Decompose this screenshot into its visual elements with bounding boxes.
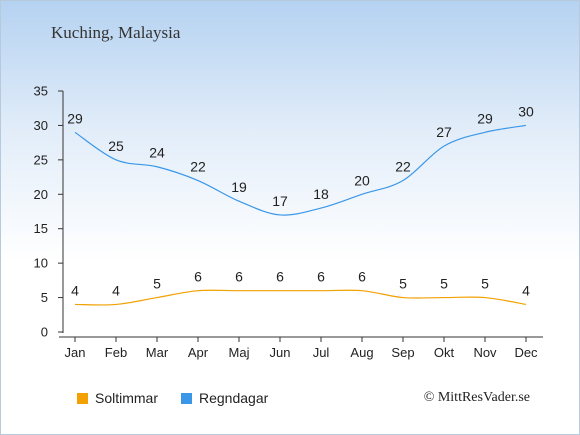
series-line-regndagar [74, 124, 527, 216]
x-tick-label: Aug [350, 345, 373, 360]
x-tick-label: Jun [270, 345, 291, 360]
legend-swatch-soltimmar [77, 392, 88, 404]
data-label-regndagar: 25 [108, 138, 124, 154]
series-line-soltimmar [74, 289, 527, 306]
x-tick-label: Sep [391, 345, 414, 360]
data-label-regndagar: 22 [395, 159, 411, 175]
legend-item-regndagar: Regndagar [181, 390, 268, 406]
data-label-regndagar: 29 [477, 110, 493, 126]
data-label-regndagar: 27 [436, 124, 452, 140]
data-label-soltimmar: 4 [522, 282, 530, 298]
data-label-soltimmar: 6 [276, 269, 284, 285]
y-tick-label: 15 [34, 221, 48, 236]
data-label-soltimmar: 6 [358, 269, 366, 285]
x-tick-label: Okt [434, 345, 455, 360]
data-label-soltimmar: 5 [481, 276, 489, 292]
legend-label-soltimmar: Soltimmar [95, 390, 159, 406]
y-tick-label: 0 [41, 325, 48, 340]
credit-text: © MittResVader.se [423, 390, 530, 405]
data-label-regndagar: 30 [518, 103, 534, 119]
data-label-regndagar: 18 [313, 186, 329, 202]
y-tick-label: 25 [34, 152, 48, 167]
data-label-regndagar: 19 [231, 179, 247, 195]
y-tick-label: 20 [34, 187, 48, 202]
legend-item-soltimmar: Soltimmar [77, 390, 158, 406]
data-label-regndagar: 17 [272, 193, 288, 209]
data-label-soltimmar: 6 [194, 269, 202, 285]
x-tick-label: Dec [514, 345, 538, 360]
x-tick-label: Jan [65, 345, 86, 360]
y-tick-label: 35 [34, 84, 48, 99]
data-label-soltimmar: 6 [235, 269, 243, 285]
data-label-soltimmar: 4 [112, 282, 120, 298]
x-tick-label: Maj [229, 345, 250, 360]
data-label-soltimmar: 5 [153, 276, 161, 292]
data-label-regndagar: 22 [190, 159, 206, 175]
x-tick-label: Feb [105, 345, 127, 360]
x-tick-label: Apr [188, 345, 209, 360]
legend-label-regndagar: Regndagar [199, 390, 269, 406]
x-tick-label: Jul [313, 345, 330, 360]
y-tick-label: 10 [34, 256, 48, 271]
x-tick-label: Nov [473, 345, 497, 360]
data-label-soltimmar: 5 [399, 276, 407, 292]
chart-title: Kuching, Malaysia [51, 23, 181, 42]
y-tick-label: 30 [34, 118, 48, 133]
data-label-regndagar: 29 [67, 110, 83, 126]
data-label-soltimmar: 6 [317, 269, 325, 285]
data-label-regndagar: 24 [149, 145, 165, 161]
y-tick-label: 5 [41, 290, 48, 305]
data-label-soltimmar: 4 [71, 282, 79, 298]
legend-swatch-regndagar [181, 392, 192, 404]
data-label-regndagar: 20 [354, 172, 370, 188]
data-label-soltimmar: 5 [440, 276, 448, 292]
x-tick-label: Mar [146, 345, 169, 360]
